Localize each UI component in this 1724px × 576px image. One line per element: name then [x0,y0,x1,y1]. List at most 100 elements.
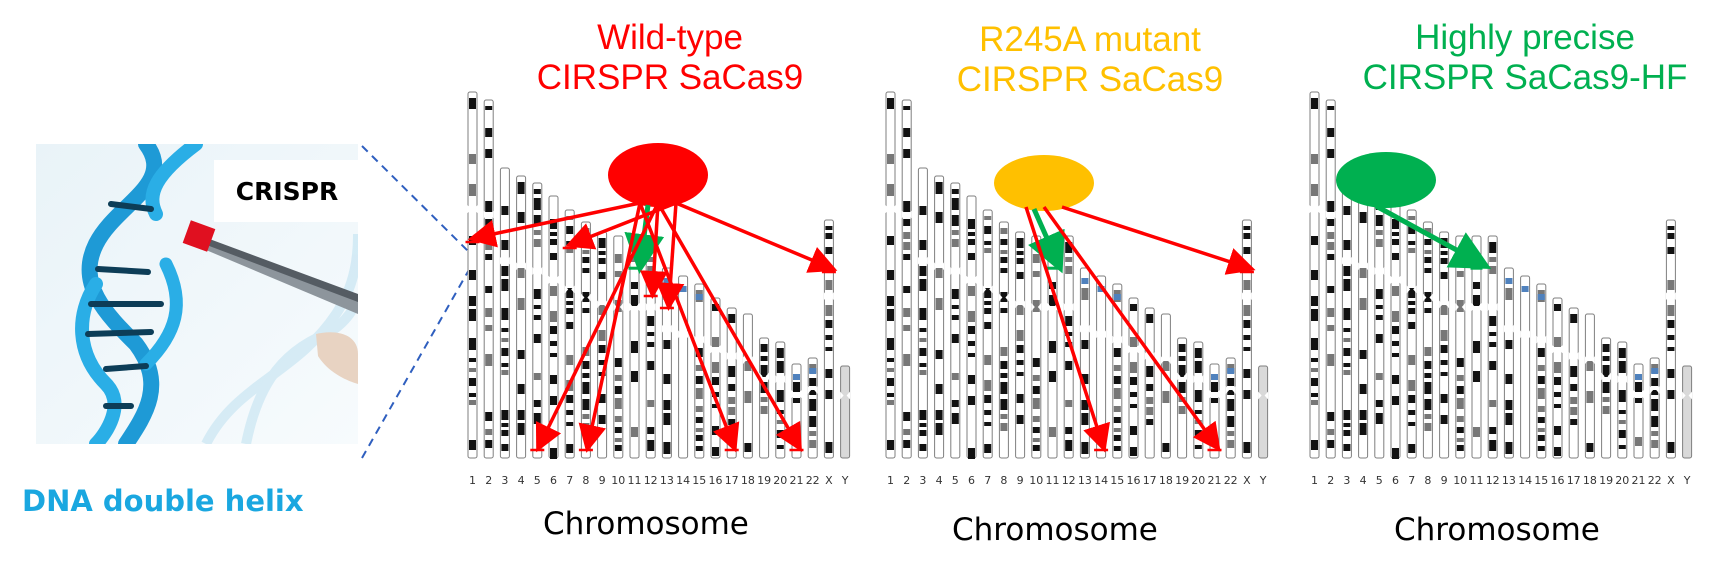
chromosome-band [1537,365,1545,371]
chromosome-band [1194,390,1202,402]
chromosome-14 [1520,275,1531,459]
chromosome-label-6: 6 [550,474,557,487]
chromosome-band [1243,226,1251,230]
chromosome-band [1408,288,1416,298]
chromosome-band [1000,414,1008,419]
chromosome-band [1359,350,1367,359]
cas9-enzyme-ellipse [608,143,708,207]
chromosome-band [566,444,574,453]
chromosome-band [1049,371,1056,382]
chromosome-band [1537,417,1545,423]
chromosome-band [1065,266,1073,274]
chromosome-band [712,377,719,385]
chromosome-band [517,384,525,394]
chromosome-label-20: 20 [1191,474,1205,487]
chromosome-band [1618,361,1626,373]
chromosome-band [1065,440,1073,451]
chromosome-band [614,358,622,367]
chromosome-band [550,311,557,322]
chromosome-band [614,386,622,394]
chromosome-band [614,398,622,409]
chromosome-band [550,375,557,384]
chromosome-band [1424,347,1432,356]
chromosome-band [1343,338,1351,342]
chromosome-band [1113,406,1121,412]
chromosome-band [1424,292,1432,302]
chromosome-band [1016,258,1024,264]
chromosome-band [485,412,493,421]
chromosome-label-1: 1 [887,474,894,487]
chromosome-band [614,271,622,277]
chromosome-band [919,206,927,215]
chromosome-band [1049,427,1056,437]
centromere [619,303,624,312]
chromosome-band [598,251,606,255]
chromosome-20 [1617,341,1628,459]
chromosome-band [1032,375,1040,381]
chromosome-band [825,442,833,453]
chromosome-band [951,373,959,380]
chromosome-band [647,361,655,370]
crispr-callout-text: CRISPR [235,176,339,206]
chromosome-label-8: 8 [582,474,589,487]
chromosome-band [1311,400,1318,405]
chromosome-band [1211,382,1218,392]
chromosome-10 [1031,235,1042,459]
chromosome-band [1359,212,1367,223]
chromosome-band [1440,330,1448,341]
centromere [1536,335,1540,344]
chromosome-band [919,308,927,320]
centromere [1086,324,1090,333]
chromosome-band [1375,400,1383,407]
chromosome-body [1144,307,1155,459]
on-target-arrow [1028,207,1065,274]
chromosome-band [1359,384,1367,394]
centromere [700,335,705,344]
chromosome-band [1473,295,1480,306]
chromosome-band [935,350,943,359]
centromere [1503,324,1508,333]
chromosome-band [760,397,768,402]
centromere [791,390,795,399]
chromosome-1 [1309,91,1320,459]
chromosome-band [1178,382,1186,393]
chromosome-band [1392,448,1399,459]
chromosome-band [614,416,622,422]
chromosome-band [1505,413,1513,425]
chromosome-label-14: 14 [1518,474,1532,487]
chromosome-band [825,247,833,254]
chromosome-band [1635,437,1642,446]
centromere [516,262,520,271]
chromosome-band [1392,341,1399,346]
chromosome-label-11: 11 [1470,474,1484,487]
chromosome-18 [1160,313,1171,459]
chromosome-band [1440,305,1448,315]
chromosome-band [776,430,784,438]
chromosome-band [935,182,943,194]
centromere [636,303,640,312]
chromosome-band [566,308,574,314]
chromosome-band [1424,423,1432,431]
centromere [522,262,527,271]
chromosome-band [1618,348,1626,358]
chromosome-label-22: 22 [1224,474,1238,487]
chromosome-band [485,201,493,212]
chromosome-band [1146,397,1154,404]
chromosome-band [582,382,590,394]
chromosome-band [517,423,525,435]
chromosome-band [1554,362,1561,373]
chromosome-12 [1487,235,1498,459]
chromosome-13 [1079,267,1090,459]
panel3-axis-label: Chromosome [1394,512,1600,548]
chromosome-band [887,393,894,397]
chromosome-band [825,280,833,290]
chromosome-band [1243,247,1251,254]
chromosome-band [1651,390,1659,395]
chromosome-band [1327,242,1335,250]
chromosome-band [1178,344,1186,352]
chromosome-band [1408,241,1416,245]
chromosome-band [1113,417,1121,423]
centromere [798,390,802,399]
chromosome-band [825,305,833,316]
